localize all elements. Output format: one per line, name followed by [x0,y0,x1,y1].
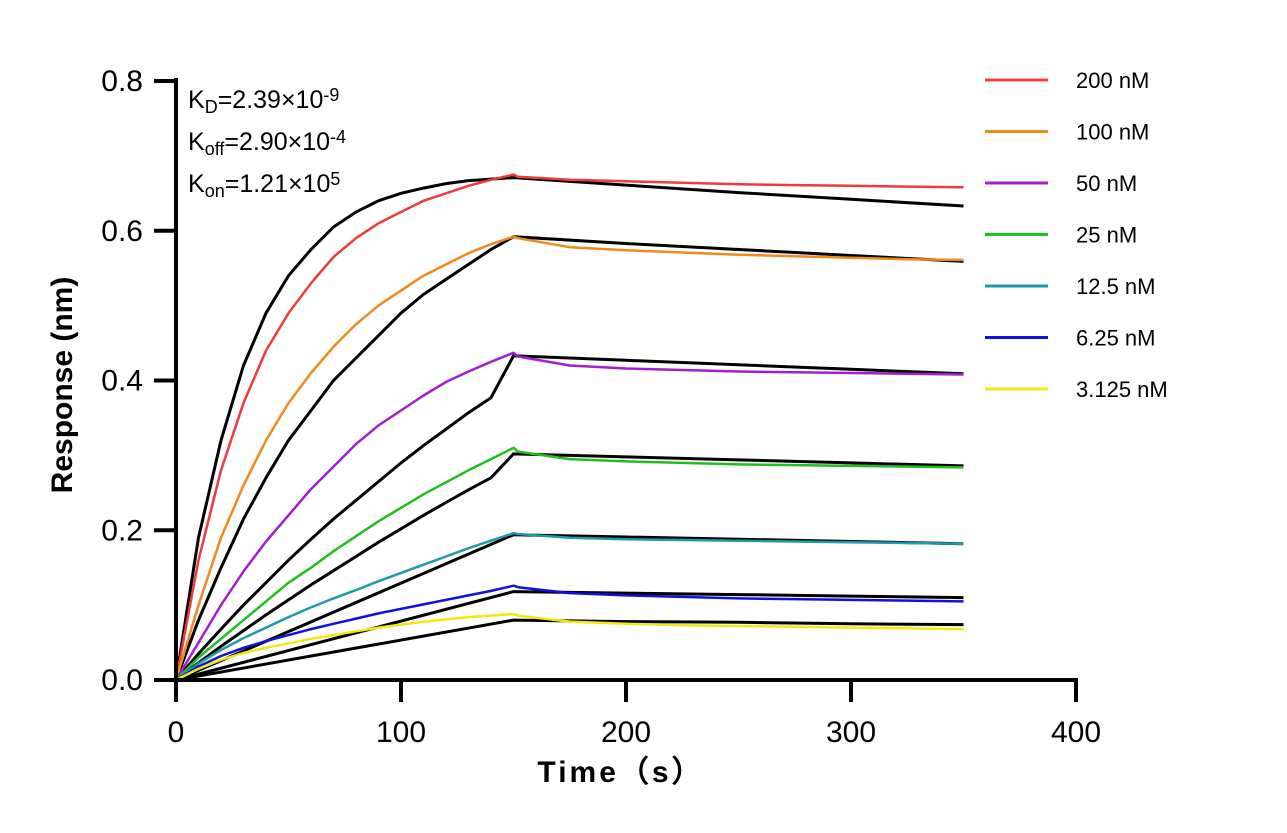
fit-curve-4 [175,452,964,682]
kinetic-constants: KD=2.39×10-9 Koff=2.90×10-4 Kon=1.21×105 [188,85,346,201]
y-tick-label: 0.6 [101,215,143,248]
y-tick-label: 0.2 [101,514,143,547]
x-tick-label: 200 [601,716,651,749]
x-tick-label: 0 [168,716,185,749]
fit-curve-6 [175,590,964,682]
y-tick-label: 0.0 [101,664,143,697]
fit-curves [174,176,964,682]
fit-curve-7 [175,618,964,682]
legend-label: 6.25 nM [1076,326,1156,351]
series-line-7 [175,612,964,682]
series-line-1 [174,173,964,681]
axes [174,78,1078,682]
y-tick-label: 0.8 [101,65,143,98]
fit-curve-1 [174,176,964,681]
kinetic-constant-1: KD=2.39×10-9 [188,85,339,117]
series-line-3 [174,351,964,681]
x-ticks: 0 100 200 300 400 [168,680,1101,749]
y-axis-title: Response (nm) [46,277,79,494]
fit-curve-3 [174,354,964,681]
series-line-2 [174,235,964,681]
series-line-6 [175,584,964,682]
y-ticks: 0.0 0.2 0.4 0.6 0.8 [101,65,176,697]
legend-label: 50 nM [1076,171,1137,196]
legend-label: 25 nM [1076,223,1137,248]
x-axis-title: Time（s） [537,755,704,789]
legend: 200 nM 100 nM 50 nM 25 nM 12.5 nM 6.25 nM 3.12… [985,68,1168,402]
x-tick-label: 300 [826,716,876,749]
legend-label: 100 nM [1076,120,1149,145]
x-tick-label: 100 [376,716,426,749]
legend-label: 12.5 nM [1076,274,1156,299]
x-tick-label: 400 [1051,716,1101,749]
y-tick-label: 0.4 [101,365,143,398]
series-line-4 [175,446,964,681]
response-curves [174,173,964,682]
kinetic-constant-3: Kon=1.21×105 [188,169,340,201]
series-line-5 [175,531,964,682]
legend-label: 200 nM [1076,68,1149,93]
legend-label: 3.125 nM [1076,377,1168,402]
kinetic-constant-2: Koff=2.90×10-4 [188,127,346,159]
fit-curve-2 [174,235,964,681]
